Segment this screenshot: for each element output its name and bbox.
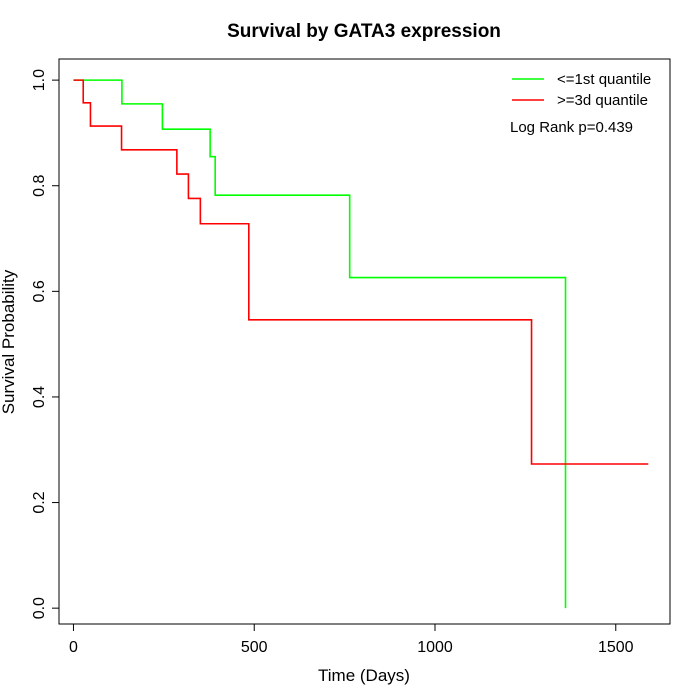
- legend-label: <=1st quantile: [557, 71, 651, 88]
- y-axis-label: Survival Probability: [0, 269, 18, 414]
- y-tick-label: 0.8: [31, 175, 48, 197]
- x-tick-label: 1500: [598, 639, 634, 656]
- legend: <=1st quantile >=3d quantile: [512, 71, 651, 109]
- axes: 0 500 1000 1500 0.0 0.2 0.4 0.6 0.8 1.0: [31, 69, 634, 656]
- x-axis-label: Time (Days): [318, 666, 410, 685]
- plot-frame: [58, 58, 671, 625]
- x-tick-label: 500: [241, 639, 268, 656]
- series-line-1: [73, 79, 649, 465]
- x-tick-label: 1000: [417, 639, 453, 656]
- legend-label: >=3d quantile: [557, 92, 648, 109]
- y-tick-label: 0.4: [31, 386, 48, 408]
- log-rank-annotation: Log Rank p=0.439: [510, 119, 633, 136]
- series-layer: [73, 79, 649, 609]
- y-tick-label: 0.6: [31, 280, 48, 302]
- series-line-0: [73, 79, 567, 609]
- y-tick-label: 1.0: [31, 69, 48, 91]
- x-tick-label: 0: [69, 639, 78, 656]
- y-tick-label: 0.0: [31, 597, 48, 619]
- y-tick-label: 0.2: [31, 491, 48, 513]
- chart-title: Survival by GATA3 expression: [227, 21, 501, 42]
